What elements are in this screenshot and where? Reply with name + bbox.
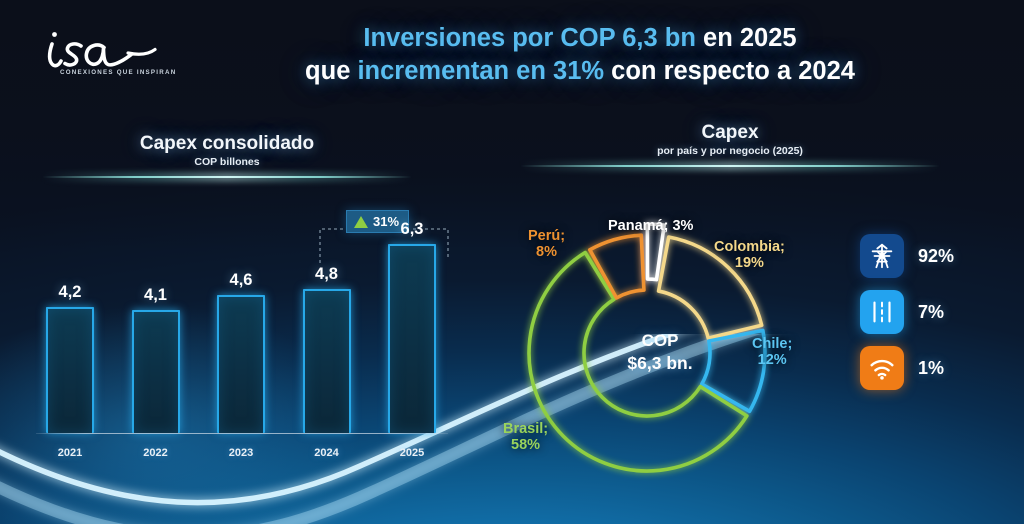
donut-label-line2: 8% (536, 244, 558, 261)
donut-label-line1: Perú; (528, 228, 566, 244)
business-pct-roads: 7% (918, 301, 945, 322)
donut-label-colombia: Colombia; 19% (714, 239, 785, 271)
business-pct-transmission: 92% (918, 245, 955, 266)
bar-rect (388, 244, 436, 433)
page-title: Inversiones por COP 6,3 bn en 2025 que i… (180, 22, 980, 88)
x-axis-tick-label: 2024 (314, 447, 339, 459)
x-axis-tick-label: 2021 (57, 447, 83, 459)
right-divider (520, 164, 940, 168)
donut-segment-brasil (527, 250, 749, 473)
growth-badge: 31% (346, 210, 410, 233)
business-row-roads: 7% (860, 284, 1010, 340)
bar-value-label: 4,1 (144, 286, 167, 304)
donut-label-brasil: Brasil; 58% (503, 421, 548, 453)
bar-column: 4,8 (302, 265, 351, 433)
x-axis-labels: 2021 2022 2023 2024 2025 (46, 447, 436, 459)
bar-rect (302, 289, 351, 433)
x-axis-tick-label: 2023 (228, 447, 254, 459)
isa-logo-mark (47, 32, 157, 68)
title-line2-highlight: incrementan en 31% (357, 57, 612, 86)
bar-rect (217, 295, 265, 433)
growth-badge-label: 31% (373, 214, 400, 229)
left-divider (42, 175, 412, 179)
right-heading: Capex (701, 122, 759, 143)
title-line1-plain: en 2025 (703, 24, 797, 52)
donut-label-peru: Perú; 8% (528, 228, 565, 260)
bar-value-label: 4,8 (315, 265, 338, 283)
donut-label-panama: Panamá; 3% (608, 218, 693, 234)
donut-svg (527, 222, 767, 473)
bar-rect (131, 310, 180, 433)
left-subheading: COP billones (194, 156, 260, 168)
capex-bar-chart: 31% 4,2 4,1 4,6 4,8 6,3 2021 2022 2023 2024 2025 (20, 205, 450, 470)
isa-logo-tagline: CONEXIONES QUE INSPIRAN (60, 69, 177, 76)
bar-column: 4,1 (131, 286, 180, 433)
isa-logo: CONEXIONES QUE INSPIRAN (28, 22, 188, 84)
business-legend: 92% 7% (860, 228, 1010, 396)
triangle-up-icon (354, 215, 368, 228)
x-axis-tick-label: 2025 (399, 447, 425, 459)
title-line1-highlight: Inversiones por COP 6,3 bn (363, 24, 704, 52)
x-axis-line (36, 433, 448, 434)
bar-value-label: 4,2 (58, 283, 82, 301)
transmission-tower-glyph (871, 243, 893, 269)
donut-segment-colombia (656, 235, 764, 340)
bar-value-label: 6,3 (400, 220, 424, 238)
donut-label-line2: 12% (757, 352, 787, 369)
wifi-icon (860, 346, 904, 390)
road-icon (860, 290, 904, 334)
title-line-1: Inversiones por COP 6,3 bn en 2025 (180, 22, 980, 55)
donut-label-line1: Brasil; (503, 421, 549, 437)
wifi-glyph (870, 359, 894, 380)
donut-label-line2: 58% (511, 437, 541, 454)
title-line-2: que incrementan en 31% con respecto a 20… (180, 55, 980, 88)
business-row-telecom: 1% (860, 340, 1010, 396)
donut-label-line2: 19% (734, 255, 764, 272)
right-section-header: Capex por país y por negocio (2025) (520, 122, 940, 168)
right-subheading: por país y por negocio (2025) (657, 145, 803, 157)
business-row-transmission: 92% (860, 228, 1010, 284)
donut-label-line1: Colombia; (714, 239, 785, 255)
road-glyph (873, 301, 891, 323)
donut-label-line1: Chile; (752, 336, 793, 352)
bar-column: 4,6 (217, 271, 265, 433)
donut-segment-per (587, 233, 646, 300)
bar-column: 4,2 (46, 283, 94, 433)
donut-label-line1: Panamá; 3% (608, 218, 694, 234)
transmission-tower-icon (860, 234, 904, 278)
title-line2-plain-a: que (305, 57, 358, 86)
business-pct-telecom: 1% (918, 357, 945, 378)
donut-label-chile: Chile; 12% (752, 336, 792, 368)
left-section-header: Capex consolidado COP billones (42, 133, 412, 179)
bar-value-label: 4,6 (229, 271, 253, 289)
donut-segment-panam (645, 222, 666, 282)
left-heading: Capex consolidado (139, 133, 315, 154)
bar-group: 4,2 4,1 4,6 4,8 6,3 (46, 220, 436, 433)
title-line2-plain-b: con respecto a 2024 (611, 57, 855, 86)
bar-rect (46, 307, 94, 433)
donut-segment-chile (699, 328, 767, 414)
x-axis-tick-label: 2022 (143, 447, 168, 459)
bar-column: 6,3 (388, 220, 436, 433)
